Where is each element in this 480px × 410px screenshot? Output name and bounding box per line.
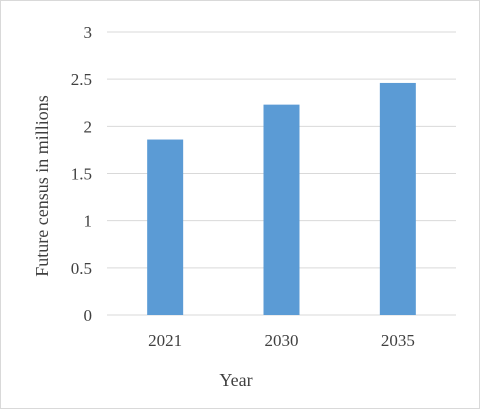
y-tick-label: 0 xyxy=(84,306,93,325)
y-tick-label: 0.5 xyxy=(71,259,92,278)
x-tick-label: 2035 xyxy=(381,331,415,350)
bar-2030 xyxy=(263,104,300,316)
x-axis-title: Year xyxy=(219,370,252,390)
y-axis-title: Future census in millions xyxy=(32,95,52,277)
y-tick-label: 1 xyxy=(84,212,93,231)
y-tick-label: 2.5 xyxy=(71,70,92,89)
y-tick-labels: 0 0.5 1 1.5 2 2.5 3 xyxy=(71,23,92,325)
x-tick-label: 2021 xyxy=(148,331,182,350)
x-tick-labels: 2021 2030 2035 xyxy=(148,331,415,350)
x-tick-label: 2030 xyxy=(265,331,299,350)
y-tick-label: 3 xyxy=(84,23,93,42)
y-tick-label: 2 xyxy=(84,117,93,136)
bars xyxy=(147,82,416,316)
y-tick-label: 1.5 xyxy=(71,165,92,184)
bar-2035 xyxy=(379,82,416,315)
bar-2021 xyxy=(147,139,184,315)
